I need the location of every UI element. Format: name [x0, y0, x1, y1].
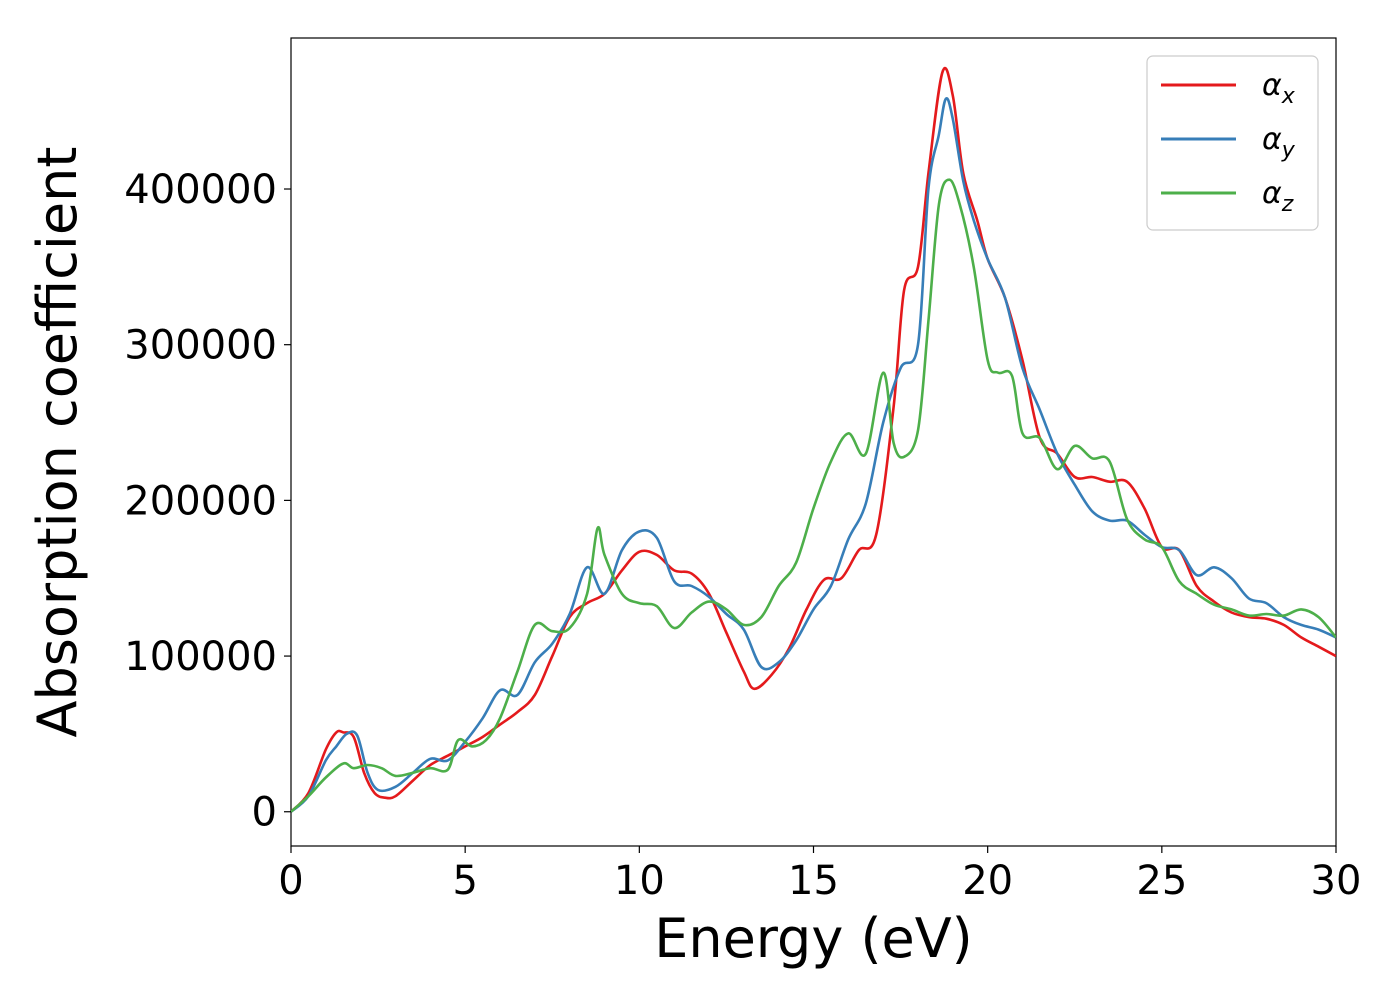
legend-box	[1146, 55, 1319, 231]
y-tick-label: 300000	[124, 323, 277, 369]
y-tick-label: 100000	[124, 634, 277, 680]
y-tick-label: 0	[252, 790, 277, 836]
series-line-x	[291, 66, 1336, 813]
y-axis-label: Absorption coefficient	[26, 147, 89, 738]
x-tick-label: 25	[1136, 858, 1187, 904]
x-axis-label: Energy (eV)	[654, 907, 973, 970]
x-tick-label: 20	[962, 858, 1013, 904]
y-tick-label: 400000	[124, 167, 277, 213]
series-line-z	[291, 178, 1336, 813]
x-tick-label: 10	[614, 858, 665, 904]
y-tick-label: 200000	[124, 478, 277, 524]
x-tick-label: 5	[452, 858, 477, 904]
x-tick-label: 0	[278, 858, 303, 904]
x-tick-label: 15	[788, 858, 839, 904]
x-axis: 0 5 10 15 20 25 30	[278, 846, 1361, 904]
series-layer	[291, 66, 1336, 813]
x-tick-label: 30	[1311, 858, 1362, 904]
series-line-y	[291, 96, 1336, 813]
y-axis: 0 100000 200000 300000 400000	[124, 167, 291, 836]
